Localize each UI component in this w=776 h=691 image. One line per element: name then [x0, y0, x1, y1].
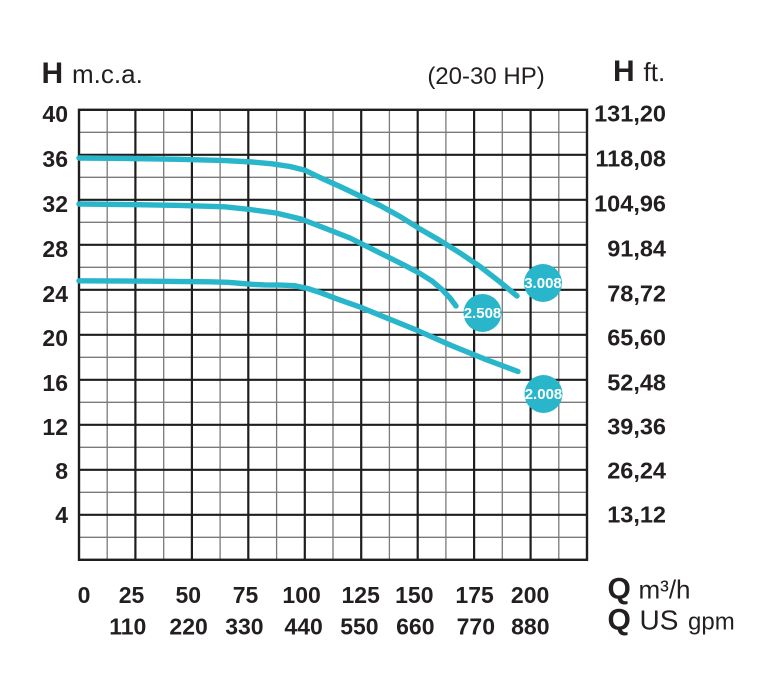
svg-text:131,20: 131,20	[594, 101, 666, 127]
svg-text:110: 110	[109, 614, 146, 640]
svg-text:550: 550	[340, 614, 378, 640]
svg-text:150: 150	[395, 582, 433, 608]
svg-text:2.008: 2.008	[525, 386, 563, 403]
svg-text:0: 0	[78, 582, 91, 608]
svg-text:13,12: 13,12	[607, 502, 666, 528]
svg-text:26,24: 26,24	[607, 458, 666, 484]
svg-text:3.008: 3.008	[524, 275, 562, 292]
svg-text:75: 75	[233, 582, 259, 608]
svg-text:40: 40	[42, 101, 68, 127]
svg-text:Q: Q	[608, 604, 631, 637]
svg-text:104,96: 104,96	[594, 191, 666, 217]
svg-text:65,60: 65,60	[607, 325, 666, 351]
svg-text:m³/h: m³/h	[639, 575, 691, 605]
svg-text:330: 330	[225, 614, 263, 640]
svg-text:52,48: 52,48	[607, 370, 666, 396]
svg-text:12: 12	[42, 414, 68, 440]
svg-text:20: 20	[42, 325, 68, 351]
svg-text:4: 4	[55, 502, 68, 528]
svg-text:H: H	[613, 55, 635, 88]
svg-text:660: 660	[396, 614, 434, 640]
svg-text:16: 16	[42, 370, 68, 396]
svg-text:770: 770	[457, 614, 495, 640]
svg-text:78,72: 78,72	[607, 281, 666, 307]
svg-text:39,36: 39,36	[607, 414, 666, 440]
svg-text:50: 50	[176, 582, 202, 608]
svg-text:91,84: 91,84	[607, 236, 666, 262]
svg-text:125: 125	[342, 582, 381, 608]
svg-text:880: 880	[511, 614, 549, 640]
svg-text:gpm: gpm	[688, 609, 735, 636]
svg-text:36: 36	[42, 146, 68, 172]
svg-text:220: 220	[169, 614, 207, 640]
svg-text:(20-30 HP): (20-30 HP)	[427, 63, 544, 90]
svg-text:24: 24	[42, 281, 68, 307]
svg-text:8: 8	[55, 458, 68, 484]
svg-text:175: 175	[455, 582, 494, 608]
svg-text:H: H	[42, 57, 64, 90]
svg-text:440: 440	[284, 614, 322, 640]
svg-text:118,08: 118,08	[595, 146, 666, 172]
svg-text:25: 25	[119, 582, 145, 608]
svg-text:m.c.a.: m.c.a.	[72, 59, 143, 89]
svg-text:US: US	[640, 605, 679, 636]
svg-text:ft.: ft.	[644, 57, 666, 87]
svg-text:200: 200	[511, 582, 549, 608]
svg-text:28: 28	[42, 236, 68, 262]
svg-text:Q: Q	[608, 573, 631, 606]
svg-text:2.508: 2.508	[464, 305, 502, 322]
svg-text:100: 100	[282, 582, 320, 608]
svg-text:32: 32	[42, 191, 68, 217]
